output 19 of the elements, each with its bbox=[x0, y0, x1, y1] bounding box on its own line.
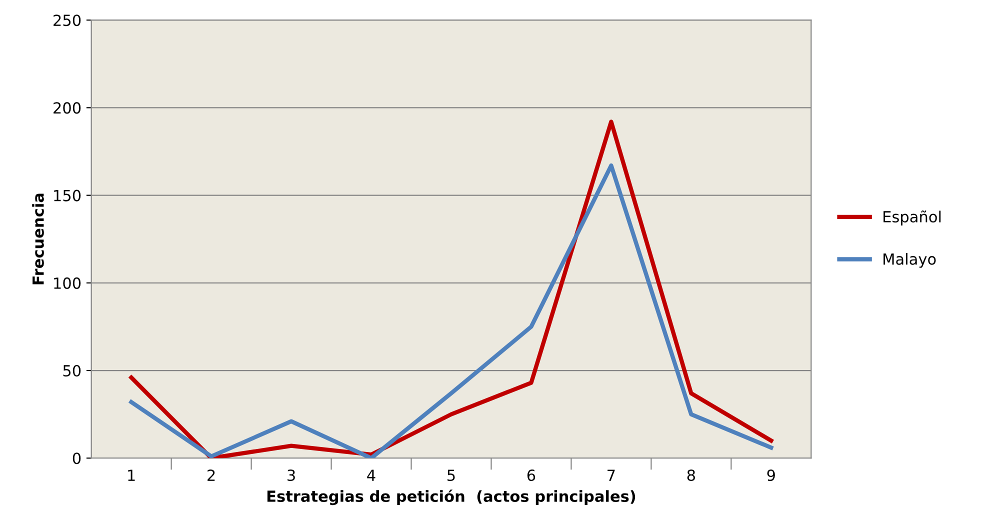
x-tick-label: 3 bbox=[288, 469, 295, 482]
x-tick-label: 7 bbox=[608, 470, 615, 481]
y-tick-label: 250 bbox=[54, 14, 81, 26]
x-tick-label: 9 bbox=[767, 469, 775, 482]
y-axis-title: Frecuencia bbox=[32, 194, 44, 284]
legend-label: Malayo bbox=[884, 252, 936, 268]
x-axis-title: Estrategias de petición (actos principales) bbox=[267, 490, 636, 506]
x-tick-label: 1 bbox=[128, 470, 135, 481]
y-tick-label: 50 bbox=[63, 364, 81, 377]
x-tick-label: 5 bbox=[448, 470, 455, 482]
y-tick-label: 200 bbox=[54, 102, 81, 114]
x-tick-label: 6 bbox=[527, 469, 536, 482]
y-tick-label: 150 bbox=[54, 190, 81, 202]
y-tick-label: 0 bbox=[72, 452, 81, 464]
x-tick-label: 2 bbox=[208, 469, 215, 481]
legend-label: Español bbox=[884, 210, 941, 226]
y-tick-label: 100 bbox=[54, 277, 81, 289]
x-tick-label: 4 bbox=[367, 470, 376, 481]
x-tick-label: 8 bbox=[687, 469, 695, 482]
